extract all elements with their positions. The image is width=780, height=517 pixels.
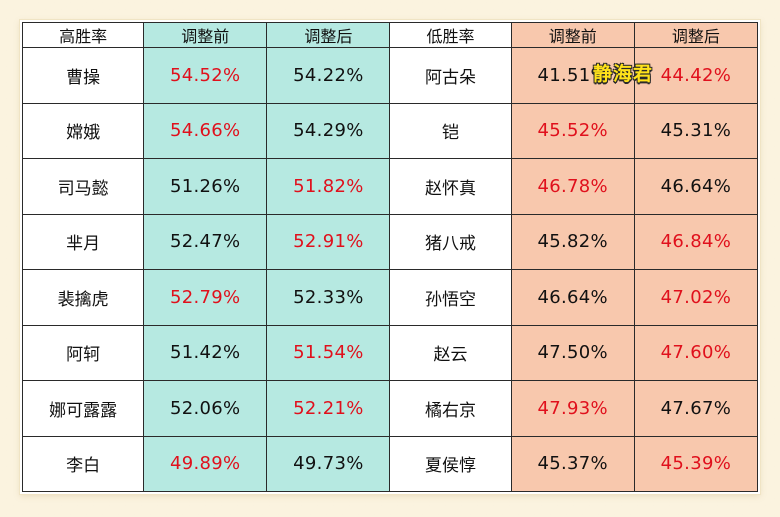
high-before-value: 52.47% [143,213,268,270]
low-hero-name: 夏侯惇 [389,435,512,492]
high-before-value: 51.26% [143,158,268,215]
low-after-value: 44.42% [633,47,759,104]
high-after-value: 52.91% [266,213,391,270]
low-before-value: 41.51% [510,47,635,104]
low-before-value: 45.52% [510,102,635,159]
header-high-win-rate: 高胜率 [21,22,145,48]
high-before-value: 49.89% [143,435,268,492]
header-low-before: 调整前 [510,22,635,48]
high-hero-name: 嫦娥 [21,102,145,159]
low-after-value: 45.31% [633,102,759,159]
low-after-value: 46.84% [633,213,759,270]
high-before-value: 54.66% [143,102,268,159]
header-high-after: 调整后 [266,22,391,48]
high-hero-name: 娜可露露 [21,380,145,437]
low-before-value: 45.82% [510,213,635,270]
high-after-value: 51.82% [266,158,391,215]
low-after-value: 47.02% [633,269,759,326]
table-row: 曹操 54.52% 54.22% 阿古朵 41.51% 44.42% [21,47,759,104]
high-after-value: 52.21% [266,380,391,437]
low-before-value: 47.93% [510,380,635,437]
table-row: 裴擒虎 52.79% 52.33% 孙悟空 46.64% 47.02% [21,269,759,326]
high-before-value: 52.79% [143,269,268,326]
low-before-value: 47.50% [510,324,635,381]
low-after-value: 45.39% [633,435,759,492]
low-hero-name: 橘右京 [389,380,512,437]
table-row: 嫦娥 54.66% 54.29% 铠 45.52% 45.31% [21,102,759,159]
low-before-value: 46.78% [510,158,635,215]
low-after-value: 47.67% [633,380,759,437]
low-before-value: 46.64% [510,269,635,326]
low-hero-name: 铠 [389,102,512,159]
high-hero-name: 芈月 [21,213,145,270]
low-after-value: 47.60% [633,324,759,381]
table-row: 李白 49.89% 49.73% 夏侯惇 45.37% 45.39% [21,435,759,492]
header-low-after: 调整后 [633,22,759,48]
low-before-value: 45.37% [510,435,635,492]
header-high-before: 调整前 [143,22,268,48]
header-low-win-rate: 低胜率 [389,22,512,48]
high-before-value: 54.52% [143,47,268,104]
high-after-value: 54.29% [266,102,391,159]
high-hero-name: 裴擒虎 [21,269,145,326]
high-after-value: 52.33% [266,269,391,326]
watermark: 静海君 [593,63,654,85]
high-before-value: 52.06% [143,380,268,437]
high-before-value: 51.42% [143,324,268,381]
high-hero-name: 司马懿 [21,158,145,215]
high-after-value: 51.54% [266,324,391,381]
high-hero-name: 李白 [21,435,145,492]
high-after-value: 54.22% [266,47,391,104]
high-hero-name: 阿轲 [21,324,145,381]
table-row: 阿轲 51.42% 51.54% 赵云 47.50% 47.60% [21,324,759,381]
low-hero-name: 赵怀真 [389,158,512,215]
low-hero-name: 猪八戒 [389,213,512,270]
low-hero-name: 赵云 [389,324,512,381]
high-hero-name: 曹操 [21,47,145,104]
low-hero-name: 孙悟空 [389,269,512,326]
low-after-value: 46.64% [633,158,759,215]
table-row: 司马懿 51.26% 51.82% 赵怀真 46.78% 46.64% [21,158,759,215]
low-hero-name: 阿古朵 [389,47,512,104]
win-rate-table: 高胜率 调整前 调整后 低胜率 调整前 调整后 曹操 54.52% 54.22% 阿古… [21,22,759,492]
header-row: 高胜率 调整前 调整后 低胜率 调整前 调整后 [21,22,759,48]
table-row: 娜可露露 52.06% 52.21% 橘右京 47.93% 47.67% [21,380,759,437]
high-after-value: 49.73% [266,435,391,492]
table-row: 芈月 52.47% 52.91% 猪八戒 45.82% 46.84% [21,213,759,270]
